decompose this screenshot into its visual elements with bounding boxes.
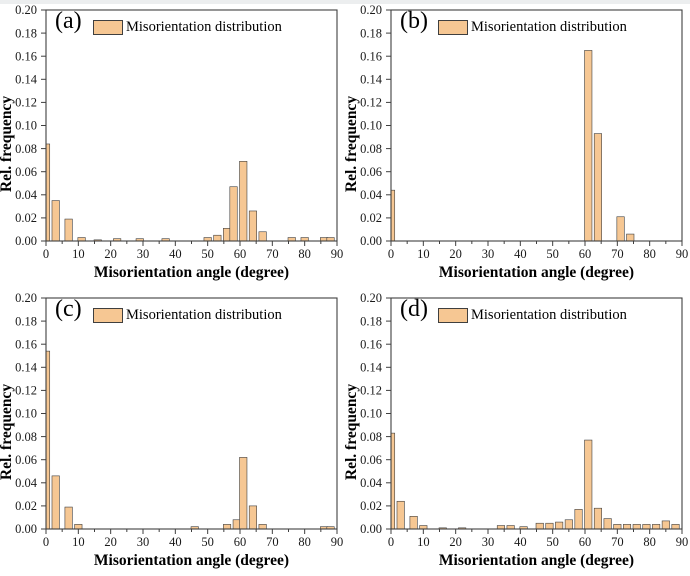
- svg-text:0.00: 0.00: [15, 522, 37, 536]
- svg-text:0.12: 0.12: [15, 96, 37, 110]
- svg-text:0.12: 0.12: [360, 384, 382, 398]
- svg-text:0.18: 0.18: [360, 26, 382, 40]
- svg-text:0.02: 0.02: [15, 499, 37, 513]
- svg-text:0.06: 0.06: [15, 453, 37, 467]
- svg-text:0.12: 0.12: [360, 96, 382, 110]
- svg-text:90: 90: [676, 247, 689, 261]
- svg-text:10: 10: [417, 247, 430, 261]
- svg-text:0.10: 0.10: [15, 119, 37, 133]
- svg-text:10: 10: [72, 535, 85, 549]
- svg-text:0: 0: [43, 535, 49, 549]
- svg-text:50: 50: [201, 247, 214, 261]
- svg-text:70: 70: [266, 247, 279, 261]
- svg-text:0.16: 0.16: [15, 337, 37, 351]
- svg-text:0.04: 0.04: [15, 476, 38, 490]
- svg-text:80: 80: [643, 247, 656, 261]
- svg-text:0.08: 0.08: [15, 142, 37, 156]
- svg-text:0.16: 0.16: [360, 49, 382, 63]
- svg-text:0.06: 0.06: [15, 165, 37, 179]
- svg-text:0.10: 0.10: [360, 407, 382, 421]
- svg-text:0.00: 0.00: [360, 522, 382, 536]
- svg-text:0.14: 0.14: [15, 73, 38, 87]
- svg-text:0.04: 0.04: [360, 476, 383, 490]
- svg-text:20: 20: [449, 247, 462, 261]
- svg-text:0.00: 0.00: [360, 234, 382, 248]
- svg-text:50: 50: [546, 535, 559, 549]
- svg-text:0.10: 0.10: [15, 407, 37, 421]
- svg-text:60: 60: [579, 247, 592, 261]
- svg-text:0.14: 0.14: [360, 73, 383, 87]
- svg-text:60: 60: [579, 535, 592, 549]
- svg-text:30: 30: [137, 247, 150, 261]
- svg-text:60: 60: [234, 247, 247, 261]
- svg-text:40: 40: [169, 247, 182, 261]
- svg-text:0: 0: [388, 247, 394, 261]
- svg-text:0.08: 0.08: [360, 142, 382, 156]
- svg-text:90: 90: [331, 247, 344, 261]
- svg-text:20: 20: [104, 247, 117, 261]
- svg-text:40: 40: [514, 535, 527, 549]
- svg-text:60: 60: [234, 535, 247, 549]
- svg-text:0.16: 0.16: [15, 49, 37, 63]
- svg-text:0.10: 0.10: [360, 119, 382, 133]
- svg-text:0.18: 0.18: [360, 314, 382, 328]
- svg-text:70: 70: [611, 247, 624, 261]
- svg-text:0.20: 0.20: [360, 3, 382, 17]
- svg-text:20: 20: [449, 535, 462, 549]
- svg-text:80: 80: [298, 535, 311, 549]
- svg-text:0: 0: [388, 535, 394, 549]
- svg-text:0.02: 0.02: [360, 211, 382, 225]
- svg-text:0.18: 0.18: [15, 26, 37, 40]
- svg-text:0.20: 0.20: [15, 291, 37, 305]
- svg-text:0.12: 0.12: [15, 384, 37, 398]
- svg-text:40: 40: [169, 535, 182, 549]
- svg-text:0.00: 0.00: [15, 234, 37, 248]
- svg-text:0.08: 0.08: [15, 430, 37, 444]
- svg-text:50: 50: [546, 247, 559, 261]
- svg-text:70: 70: [611, 535, 624, 549]
- svg-text:0.04: 0.04: [15, 188, 38, 202]
- svg-text:20: 20: [104, 535, 117, 549]
- svg-text:0.16: 0.16: [360, 337, 382, 351]
- svg-text:0.04: 0.04: [360, 188, 383, 202]
- svg-text:0.02: 0.02: [360, 499, 382, 513]
- svg-text:0.20: 0.20: [360, 291, 382, 305]
- svg-text:50: 50: [201, 535, 214, 549]
- svg-text:0.02: 0.02: [15, 211, 37, 225]
- svg-text:30: 30: [137, 535, 150, 549]
- svg-text:90: 90: [676, 535, 689, 549]
- svg-text:0.14: 0.14: [15, 361, 38, 375]
- svg-text:80: 80: [298, 247, 311, 261]
- svg-text:10: 10: [417, 535, 430, 549]
- svg-text:10: 10: [72, 247, 85, 261]
- svg-text:0.20: 0.20: [15, 3, 37, 17]
- svg-text:70: 70: [266, 535, 279, 549]
- svg-text:40: 40: [514, 247, 527, 261]
- svg-text:30: 30: [482, 535, 495, 549]
- svg-text:30: 30: [482, 247, 495, 261]
- svg-text:0: 0: [43, 247, 49, 261]
- svg-text:90: 90: [331, 535, 344, 549]
- svg-text:0.06: 0.06: [360, 165, 382, 179]
- svg-text:0.08: 0.08: [360, 430, 382, 444]
- svg-text:0.18: 0.18: [15, 314, 37, 328]
- svg-text:0.14: 0.14: [360, 361, 383, 375]
- svg-text:80: 80: [643, 535, 656, 549]
- svg-text:0.06: 0.06: [360, 453, 382, 467]
